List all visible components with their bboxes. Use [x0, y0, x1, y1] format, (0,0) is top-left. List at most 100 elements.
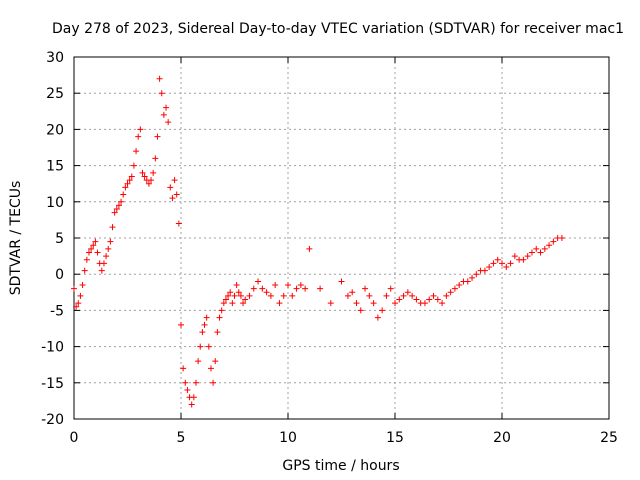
data-point [231, 292, 238, 299]
data-point [107, 238, 114, 245]
data-point [524, 253, 531, 260]
data-point [128, 173, 135, 180]
data-point [225, 292, 232, 299]
y-tick-label: -15 [41, 376, 64, 392]
data-point [79, 282, 86, 289]
data-point [148, 177, 155, 184]
data-point [317, 285, 324, 292]
data-point [197, 343, 204, 350]
y-tick-label: 0 [55, 267, 64, 283]
data-point [404, 289, 411, 296]
data-point [338, 278, 345, 285]
data-point [167, 184, 174, 191]
data-point [75, 300, 82, 307]
data-point [210, 379, 217, 386]
data-point [353, 300, 360, 307]
data-point [430, 292, 437, 299]
data-point [392, 300, 398, 307]
data-point [141, 173, 148, 180]
data-point [214, 329, 221, 336]
y-tick-label: -10 [41, 340, 64, 356]
data-point [250, 285, 257, 292]
data-point [546, 242, 553, 249]
data-point [216, 314, 223, 321]
data-point [533, 245, 540, 252]
data-point [81, 267, 88, 274]
data-point [447, 289, 454, 296]
data-point [494, 256, 501, 263]
data-point [327, 300, 334, 307]
data-point [192, 379, 199, 386]
data-point [126, 177, 133, 184]
data-point [100, 260, 107, 267]
y-tick-label: -20 [41, 412, 64, 428]
data-point [396, 296, 403, 303]
data-point [111, 209, 118, 216]
data-point [173, 191, 180, 198]
data-point [499, 260, 505, 267]
data-point [124, 180, 131, 187]
data-point [237, 292, 244, 299]
data-point [285, 282, 291, 289]
data-point [511, 253, 518, 260]
grid [74, 57, 609, 419]
x-tick-label: 15 [386, 430, 404, 446]
data-point [199, 329, 206, 336]
x-tick-label: 25 [600, 430, 618, 446]
data-point [293, 285, 300, 292]
data-point [165, 119, 172, 126]
data-point [439, 300, 446, 307]
y-axis-label: SDTVAR / TECUs [8, 181, 24, 296]
data-point [184, 387, 191, 394]
data-point [190, 394, 197, 401]
data-point [203, 314, 210, 321]
x-tick-label: 20 [493, 430, 511, 446]
data-point [387, 285, 394, 292]
y-tick-label: -5 [50, 303, 64, 319]
x-tick-label: 5 [177, 430, 186, 446]
data-point [473, 271, 480, 278]
y-tick-label: 15 [46, 159, 64, 175]
chart-title: Day 278 of 2023, Sidereal Day-to-day VTE… [52, 21, 624, 37]
data-point [98, 267, 105, 274]
data-point [263, 289, 270, 296]
data-point [246, 292, 253, 299]
data-point [83, 256, 90, 263]
data-point [233, 282, 240, 289]
data-point [469, 274, 476, 281]
data-point [171, 177, 178, 184]
data-point [229, 300, 236, 307]
y-tick-label: 25 [46, 86, 64, 102]
data-point [443, 292, 450, 299]
data-point [152, 155, 159, 162]
data-point [297, 282, 304, 289]
data-point [272, 282, 279, 289]
data-point [349, 289, 356, 296]
x-tick-label: 10 [279, 430, 297, 446]
data-point [92, 238, 99, 245]
data-point [205, 343, 212, 350]
data-point [160, 111, 167, 118]
data-point [507, 260, 514, 267]
data-point [145, 180, 152, 187]
y-tick-label: 20 [46, 122, 64, 138]
data-point [227, 289, 234, 296]
data-point [195, 358, 202, 365]
data-point [481, 267, 488, 274]
data-point [240, 300, 247, 307]
data-point [105, 245, 112, 252]
data-point [133, 148, 140, 155]
data-point [357, 307, 364, 314]
x-tick-label: 0 [70, 430, 79, 446]
data-point [362, 285, 369, 292]
data-point [201, 321, 208, 328]
data-point [118, 198, 125, 205]
data-point [90, 242, 97, 249]
data-point [541, 245, 548, 252]
data-point [558, 235, 565, 241]
data-point [235, 289, 242, 296]
data-point [451, 285, 458, 292]
data-point [71, 285, 77, 292]
data-point [520, 256, 527, 263]
data-point [169, 195, 176, 202]
